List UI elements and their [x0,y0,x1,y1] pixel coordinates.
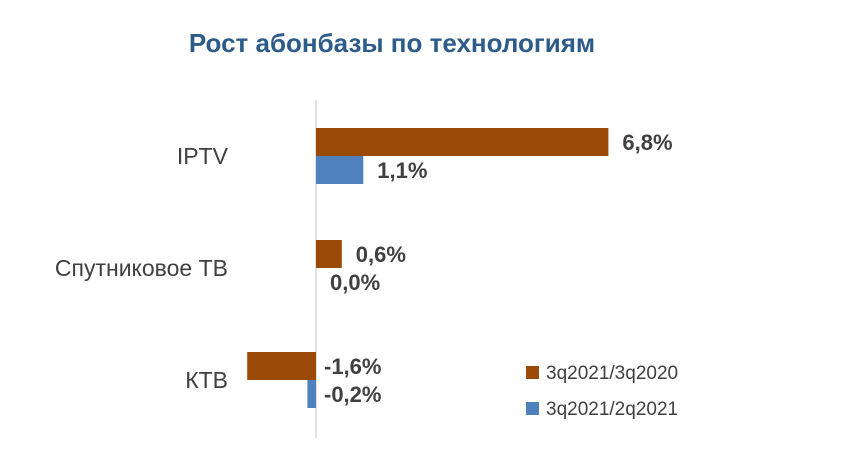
bar [316,240,342,268]
bar [307,380,316,408]
data-label: 0,0% [330,270,380,295]
legend: 3q2021/3q2020 3q2021/2q2021 [526,363,678,420]
category-label: КТВ [185,367,228,393]
legend-label: 3q2021/3q2020 [546,363,678,384]
legend-swatch [526,402,539,415]
data-label: 0,6% [356,242,406,267]
data-label: -0,2% [324,382,381,407]
category-label: IPTV [177,143,229,169]
legend-swatch [526,366,539,379]
legend-label: 3q2021/2q2021 [546,399,678,420]
chart-title: Рост абонбазы по технологиям [189,28,595,58]
bar [316,156,364,184]
category-label: Спутниковое ТВ [55,255,228,281]
bar [316,128,609,156]
bar [247,352,316,380]
plot-area: IPTV 6,8% 1,1% Спутниковое ТВ 0,6% 0,0% КТВ -1,… [55,100,673,438]
data-label: 6,8% [622,130,672,155]
data-label: -1,6% [324,354,381,379]
data-label: 1,1% [377,158,427,183]
